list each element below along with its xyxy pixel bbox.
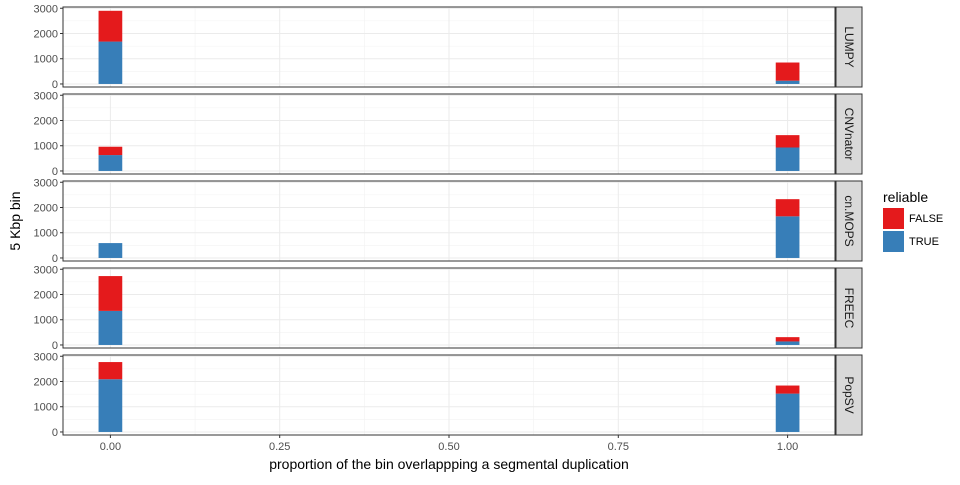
bar-true xyxy=(775,216,800,258)
bar-true xyxy=(775,341,800,345)
bar-false xyxy=(775,199,800,217)
y-tick-label: 0 xyxy=(52,79,58,91)
facet-strip-label: CNVnator xyxy=(842,108,856,161)
legend-key-false xyxy=(883,208,904,229)
panel-border xyxy=(62,180,836,262)
y-tick-label: 2000 xyxy=(34,115,58,127)
bar-false xyxy=(98,146,123,156)
x-tick-label: 0.00 xyxy=(100,441,121,453)
bar-true xyxy=(775,147,800,171)
facet-strip-label: PopSV xyxy=(842,376,856,413)
facet-strip-label: LUMPY xyxy=(842,26,856,67)
bar-false xyxy=(775,135,800,148)
x-tick-label: 0.75 xyxy=(608,441,629,453)
y-tick-label: 3000 xyxy=(34,351,58,363)
y-tick-label: 2000 xyxy=(34,202,58,214)
panel-border xyxy=(62,93,836,175)
y-tick-label: 2000 xyxy=(34,376,58,388)
facet-strip xyxy=(835,6,863,88)
facet-strip xyxy=(835,267,863,349)
bar-false xyxy=(98,10,123,42)
y-tick-label: 1000 xyxy=(34,315,58,327)
x-axis-title: proportion of the bin overlappping a seg… xyxy=(269,456,629,472)
y-tick-label: 1000 xyxy=(34,228,58,240)
y-tick-label: 3000 xyxy=(34,90,58,102)
y-tick-label: 3000 xyxy=(34,264,58,276)
x-tick-label: 0.25 xyxy=(269,441,290,453)
facet-strip-label: cn.MOPS xyxy=(842,195,856,246)
bar-false xyxy=(775,385,800,394)
y-tick-label: 1000 xyxy=(34,402,58,414)
bar-false xyxy=(98,362,123,380)
y-tick-label: 0 xyxy=(52,427,58,439)
y-tick-label: 3000 xyxy=(34,177,58,189)
legend-label: TRUE xyxy=(909,236,939,248)
x-tick-label: 1.00 xyxy=(777,441,798,453)
legend-key-true xyxy=(883,231,904,252)
y-tick-label: 0 xyxy=(52,166,58,178)
bar-false xyxy=(775,62,800,81)
bar-false xyxy=(775,337,800,342)
facet-strip-label: FREEC xyxy=(842,288,856,329)
y-tick-label: 0 xyxy=(52,253,58,265)
y-tick-label: 1000 xyxy=(34,141,58,153)
panel-border xyxy=(62,6,836,88)
y-tick-label: 1000 xyxy=(34,54,58,66)
y-axis-title: 5 Kbp bin xyxy=(7,191,23,250)
legend-title: reliable xyxy=(883,189,928,205)
legend-label: FALSE xyxy=(909,213,943,225)
facet-strip xyxy=(835,93,863,175)
y-tick-label: 2000 xyxy=(34,289,58,301)
bar-true xyxy=(775,393,800,432)
bar-false xyxy=(98,276,123,311)
panel-border xyxy=(62,267,836,349)
x-tick-label: 0.50 xyxy=(438,441,459,453)
bar-true xyxy=(98,310,123,345)
y-tick-label: 2000 xyxy=(34,28,58,40)
bar-true xyxy=(98,243,123,258)
facet-strip xyxy=(835,354,863,436)
y-tick-label: 3000 xyxy=(34,3,58,15)
facet-strip xyxy=(835,180,863,262)
bar-true xyxy=(98,41,123,84)
y-tick-label: 0 xyxy=(52,340,58,352)
bar-true xyxy=(98,155,123,171)
bar-true xyxy=(98,379,123,432)
bar-true xyxy=(775,80,800,84)
